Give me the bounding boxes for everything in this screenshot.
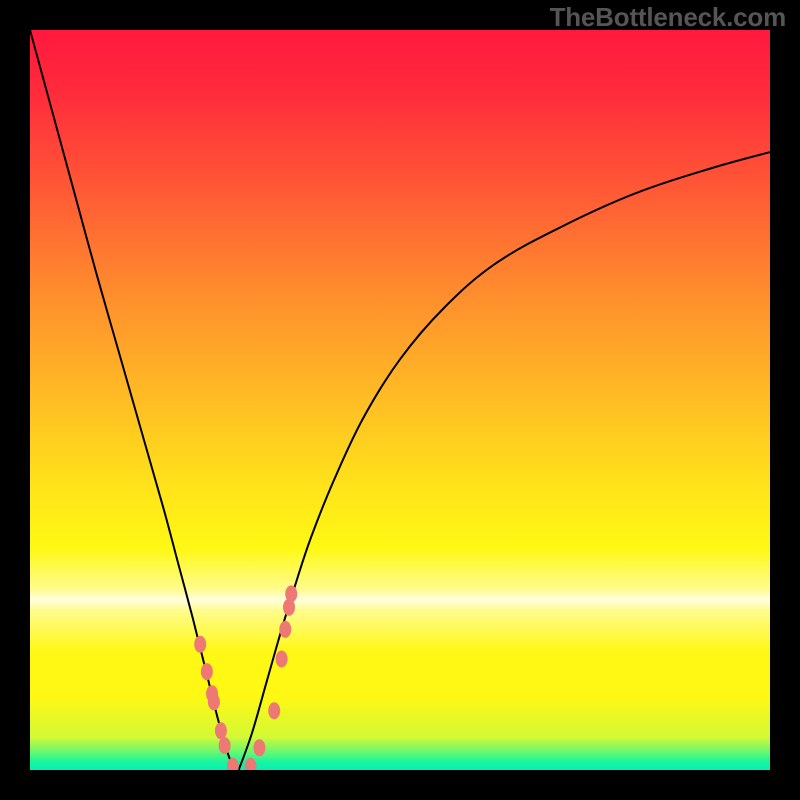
chart-svg [30, 30, 770, 770]
watermark-text: TheBottleneck.com [550, 2, 786, 33]
data-marker [253, 739, 265, 756]
data-marker [276, 651, 288, 668]
data-marker [268, 702, 280, 719]
data-marker [194, 636, 206, 653]
gradient-background [30, 30, 770, 770]
plot-area [30, 30, 770, 770]
data-marker [279, 621, 291, 638]
data-marker [201, 663, 213, 680]
data-marker [285, 585, 297, 602]
data-marker [219, 737, 231, 754]
data-marker [208, 693, 220, 710]
data-marker [215, 722, 227, 739]
